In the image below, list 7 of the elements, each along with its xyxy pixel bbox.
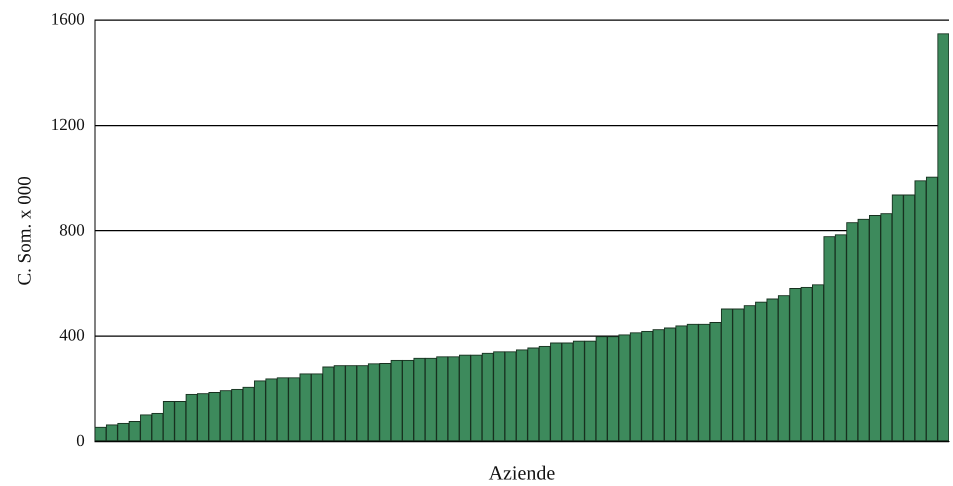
y-tick-label: 800 xyxy=(59,220,85,240)
y-tick-label: 0 xyxy=(76,431,85,450)
x-axis-title: Aziende xyxy=(488,462,556,484)
y-tick-label: 1200 xyxy=(50,115,85,134)
y-tick-label: 400 xyxy=(59,326,85,345)
y-tick-label: 1600 xyxy=(50,10,85,29)
y-axis-title: C. Som. x 000 xyxy=(14,176,36,286)
